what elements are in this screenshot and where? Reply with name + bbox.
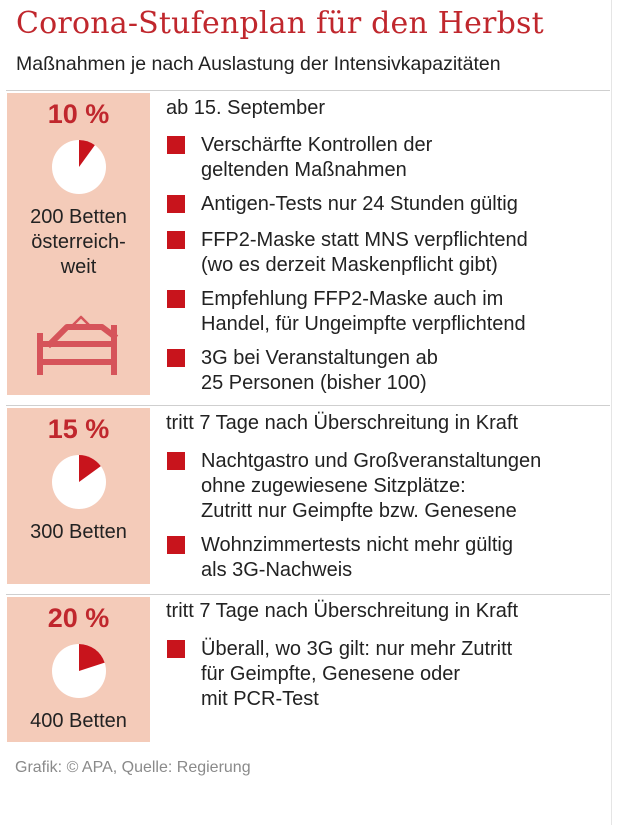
bullet-square-icon [167,136,185,154]
beds-line: 400 Betten [30,710,127,732]
source-footer: Grafik: © APA, Quelle: Regierung [15,759,251,776]
divider [6,405,610,406]
beds-line: österreich- [31,231,126,253]
pie-slice [79,140,95,167]
stage-percent: 10 % [47,99,110,129]
measure-text: FFP2-Maske statt MNS verpflichtend (wo es… [201,229,528,276]
bullet-square-icon [167,640,185,658]
stage-panel-15: 15 % 300 Betten [7,408,150,584]
measure-text: Nachtgastro und Großveranstaltungen ohne … [201,450,542,522]
bullet-square-icon [167,536,185,554]
stage-panel-10: 10 % 200 Betten österreich- weit [7,93,150,395]
stage-heading: tritt 7 Tage nach Überschreitung in Kraf… [166,412,519,434]
bullet-square-icon [167,195,185,213]
measure-text: Antigen-Tests nur 24 Stunden gültig [201,193,518,215]
stage-panel-20: 20 % 400 Betten [7,597,150,742]
stage-beds: 300 Betten [7,520,150,545]
measure-text: Empfehlung FFP2-Maske auch im Handel, für… [201,288,526,335]
bullet-square-icon [167,452,185,470]
frame-edge [611,0,612,825]
pie-10-icon [52,140,106,194]
page-title: Corona-Stufenplan für den Herbst [16,6,544,41]
stage-percent: 15 % [47,414,110,444]
beds-line: 200 Betten [30,206,127,228]
stage-beds: 200 Betten österreich- weit [7,205,150,280]
stage-beds: 400 Betten [7,709,150,734]
bullet-square-icon [167,349,185,367]
divider [6,594,610,595]
measure-text: 3G bei Veranstaltungen ab 25 Personen (bi… [201,347,438,394]
measure-text: Überall, wo 3G gilt: nur mehr Zutritt für… [201,638,513,710]
pie-15-icon [52,455,106,509]
pie-slice [79,644,105,671]
stage-percent: 20 % [47,603,110,633]
bullet-square-icon [167,290,185,308]
hospital-bed-icon [37,315,119,375]
page-subtitle: Maßnahmen je nach Auslastung der Intensi… [16,53,501,75]
pie-20-icon [52,644,106,698]
divider [6,90,610,91]
bullet-square-icon [167,231,185,249]
beds-line: 300 Betten [30,521,127,543]
beds-line: weit [60,256,97,278]
pie-slice [79,455,101,482]
stage-heading: ab 15. September [166,97,325,119]
measure-text: Verschärfte Kontrollen der geltenden Maßn… [201,134,433,181]
stage-heading: tritt 7 Tage nach Überschreitung in Kraf… [166,600,519,622]
measure-text: Wohnzimmertests nicht mehr gültig als 3G-… [201,534,513,581]
